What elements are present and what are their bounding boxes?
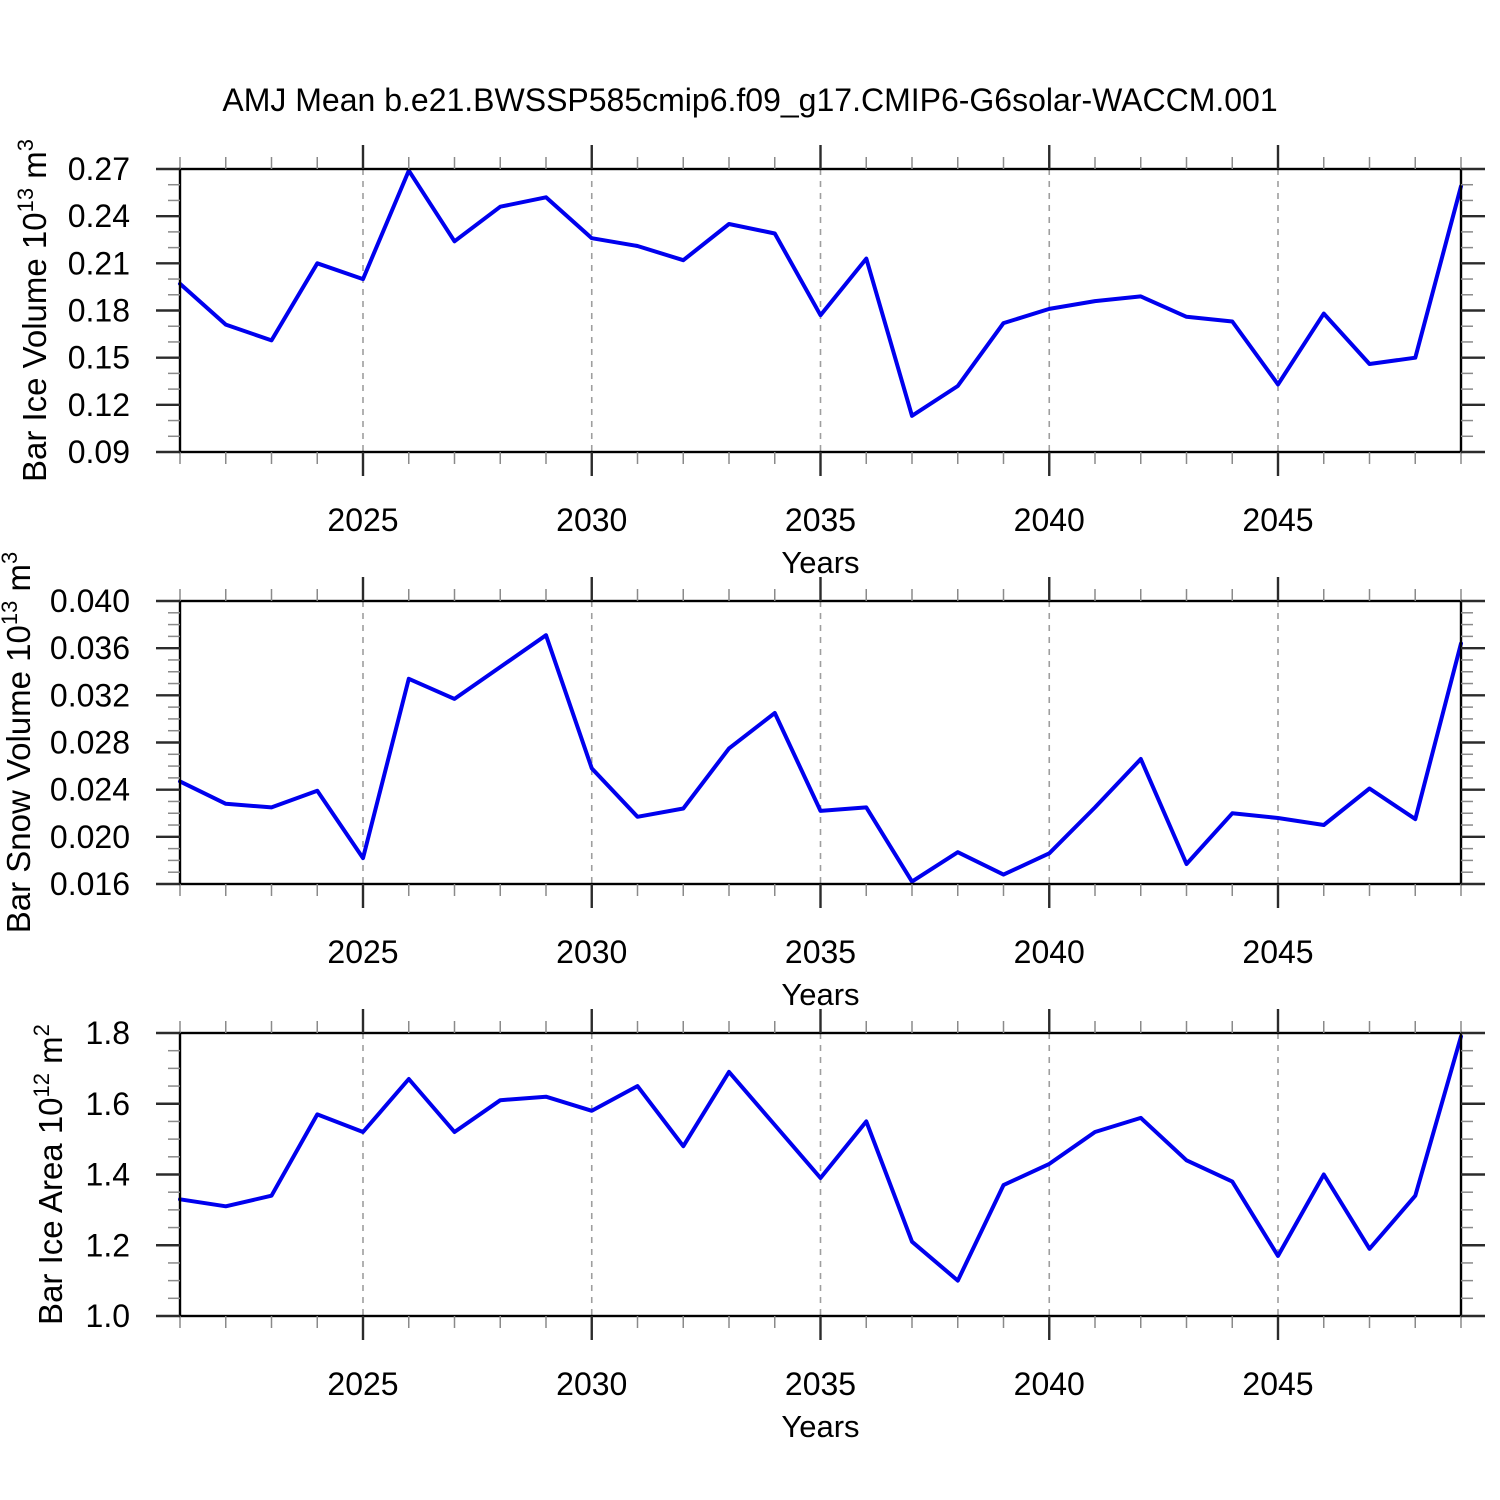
- y-axis-label: Bar Ice Area 1012 m2: [29, 1024, 69, 1325]
- y-tick-label: 1.4: [86, 1157, 130, 1193]
- y-tick-label: 1.8: [86, 1015, 130, 1051]
- data-line-ice-volume: [178, 168, 1463, 418]
- y-tick-label: 0.15: [68, 340, 130, 376]
- y-tick-label: 0.09: [68, 434, 130, 470]
- x-tick-label: 2040: [1014, 934, 1085, 970]
- x-tick-label: 2025: [327, 502, 398, 538]
- chart-title: AMJ Mean b.e21.BWSSP585cmip6.f09_g17.CMI…: [222, 82, 1278, 118]
- x-tick-label: 2030: [556, 502, 627, 538]
- y-axis-label: Bar Snow Volume 1013 m3: [0, 552, 37, 934]
- x-tick-label: 2025: [327, 934, 398, 970]
- y-tick-label: 0.040: [50, 583, 130, 619]
- x-tick-label: 2030: [556, 934, 627, 970]
- y-tick-label: 0.036: [50, 630, 130, 666]
- x-tick-label: 2025: [327, 1366, 398, 1402]
- y-tick-label: 0.032: [50, 677, 130, 713]
- x-tick-label: 2035: [785, 502, 856, 538]
- x-tick-label: 2045: [1242, 934, 1313, 970]
- y-tick-label: 0.016: [50, 866, 130, 902]
- data-line-ice-area: [178, 1034, 1463, 1283]
- y-tick-label: 0.18: [68, 293, 130, 329]
- x-tick-label: 2030: [556, 1366, 627, 1402]
- panel-ice-area: 1.0 1.2 1.4 1.6 1.8 2025 2030 2035 2040 2045 Years…: [29, 1009, 1485, 1444]
- x-tick-label: 2040: [1014, 502, 1085, 538]
- y-tick-label: 1.6: [86, 1086, 130, 1122]
- data-line-snow-volume: [178, 633, 1463, 884]
- x-axis-label: Years: [781, 977, 859, 1012]
- x-tick-label: 2045: [1242, 502, 1313, 538]
- y-tick-label: 0.12: [68, 387, 130, 423]
- y-tick-label: 0.028: [50, 725, 130, 761]
- y-tick-label: 0.24: [68, 198, 130, 234]
- y-tick-label: 1.0: [86, 1298, 130, 1334]
- y-axis-label: Bar Ice Volume 1013 m3: [13, 139, 53, 482]
- panel-ice-volume: 0.09 0.12 0.15 0.18 0.21 0.24 0.27 2025 2030 2035…: [13, 139, 1485, 580]
- x-tick-label: 2045: [1242, 1366, 1313, 1402]
- x-tick-label: 2035: [785, 934, 856, 970]
- y-tick-label: 0.024: [50, 772, 130, 808]
- y-tick-label: 0.020: [50, 819, 130, 855]
- y-tick-label: 1.2: [86, 1227, 130, 1263]
- x-tick-label: 2040: [1014, 1366, 1085, 1402]
- y-tick-label: 0.27: [68, 151, 130, 187]
- y-tick-label: 0.21: [68, 245, 130, 281]
- x-tick-label: 2035: [785, 1366, 856, 1402]
- x-axis-label: Years: [781, 1409, 859, 1444]
- panel-snow-volume: 0.016 0.020 0.024 0.028 0.032 0.036 0.040 2025 2…: [0, 552, 1485, 1012]
- x-axis-label: Years: [781, 545, 859, 580]
